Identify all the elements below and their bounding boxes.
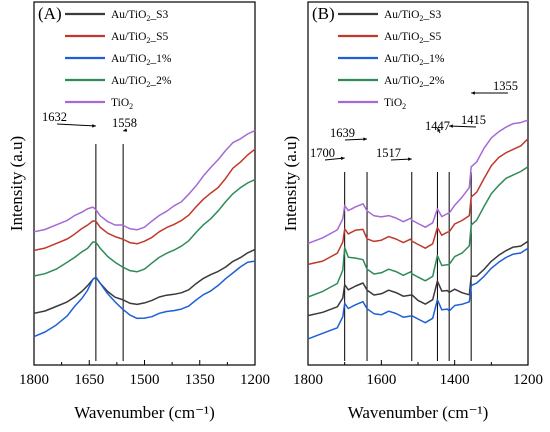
x-tick-label: 1600 xyxy=(366,372,396,388)
series-line xyxy=(307,138,529,266)
peak-arrow xyxy=(56,123,96,127)
x-axis-title: Wavenumber (cm⁻¹) xyxy=(74,403,215,422)
series-line xyxy=(307,247,529,340)
x-tick-label: 1200 xyxy=(513,372,543,388)
x-tick-label: 1350 xyxy=(185,372,215,388)
x-tick-label: 1200 xyxy=(240,372,270,388)
legend-label: Au/TiO2_S3 xyxy=(111,9,169,23)
legend: Au/TiO2_S3 Au/TiO2_S5 Au/TiO2_1% Au/TiO2_2%… xyxy=(338,9,445,111)
legend-label: Au/TiO2_1% xyxy=(384,53,445,67)
peak-label: 1632 xyxy=(42,110,67,124)
series-line xyxy=(33,248,256,315)
peak-label: 1355 xyxy=(493,79,518,93)
x-tick-label: 1800 xyxy=(293,372,323,388)
panel-a: 1800 1650 1500 1350 1200 Wavenumber (cm⁻¹) Int… xyxy=(7,1,270,422)
series-line xyxy=(33,129,256,233)
peak-arrow xyxy=(449,125,477,128)
legend-label: TiO2 xyxy=(384,97,406,111)
legend: Au/TiO2_S3 Au/TiO2_S5 Au/TiO2_1% Au/TiO2_2%… xyxy=(65,9,172,111)
peak-label: 1447 xyxy=(425,119,450,133)
series-line xyxy=(307,166,529,298)
arrow-head xyxy=(363,137,367,141)
arrow-head xyxy=(123,128,128,132)
legend-label: TiO2 xyxy=(111,97,133,111)
arrow-head xyxy=(92,124,96,128)
arrow-head xyxy=(471,91,475,95)
legend-label: Au/TiO2_S5 xyxy=(384,31,442,45)
peak-label: 1700 xyxy=(310,146,335,160)
x-tick-label: 1400 xyxy=(440,372,470,388)
arrow-head xyxy=(449,124,453,128)
x-tick-label: 1500 xyxy=(130,372,160,388)
legend-label: Au/TiO2_2% xyxy=(384,75,445,89)
y-axis-title: Intensity (a.u) xyxy=(7,136,26,231)
series-line xyxy=(307,119,529,245)
series-line xyxy=(33,260,256,338)
panel-label: (B) xyxy=(312,4,335,23)
x-axis-title: Wavenumber (cm⁻¹) xyxy=(348,403,489,422)
panel-label: (A) xyxy=(38,4,62,23)
series-line xyxy=(33,178,256,277)
legend-label: Au/TiO2_S5 xyxy=(111,31,169,45)
x-tick-label: 1800 xyxy=(19,372,49,388)
x-tick-label: 1650 xyxy=(74,372,104,388)
peak-label: 1415 xyxy=(461,113,486,127)
legend-label: Au/TiO2_S3 xyxy=(384,9,442,23)
peak-label: 1558 xyxy=(112,116,137,130)
legend-label: Au/TiO2_2% xyxy=(111,75,172,89)
series-line xyxy=(307,240,529,317)
series-line xyxy=(33,148,256,252)
peak-label: 1517 xyxy=(376,146,401,160)
panel-b: 1800 1600 1400 1200 Wavenumber (cm⁻¹) Intensi… xyxy=(281,1,543,422)
peak-label: 1639 xyxy=(330,126,355,140)
peak-arrow xyxy=(344,138,368,141)
arrow-head xyxy=(340,156,345,161)
arrow-head xyxy=(437,128,441,132)
legend-label: Au/TiO2_1% xyxy=(111,53,172,67)
arrow-head xyxy=(408,157,412,161)
y-axis-title: Intensity (a.u) xyxy=(281,136,300,231)
